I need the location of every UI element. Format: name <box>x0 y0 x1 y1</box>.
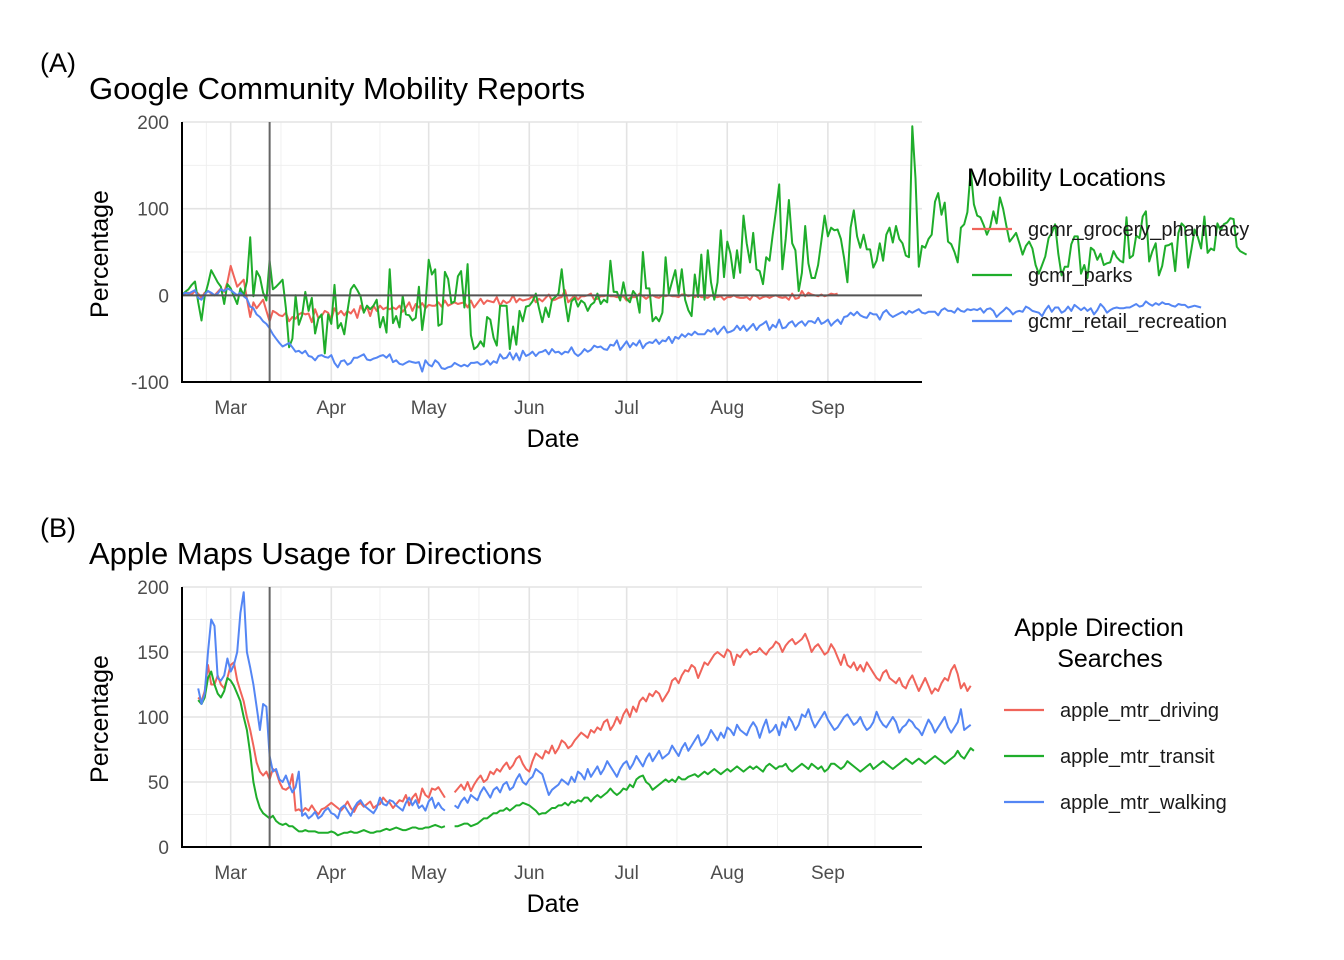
series-line-apple-mtr-transit <box>197 670 975 837</box>
x-tick-label: May <box>411 398 447 419</box>
panel-a-title: Google Community Mobility Reports <box>89 71 585 106</box>
panel-b: (B) Apple Maps Usage for Directions 200 1… <box>40 513 1227 918</box>
panel-a-legend-title: Mobility Locations <box>967 164 1166 192</box>
series-line-apple-mtr-walking <box>197 591 972 820</box>
series-line-apple-mtr-driving <box>197 632 972 816</box>
panel-b-x-tick-labels: Mar Apr May Jun Jul Aug Sep <box>214 863 844 884</box>
y-tick-label: 50 <box>148 773 169 794</box>
y-tick-label: 200 <box>137 578 169 599</box>
x-tick-label: Jun <box>514 863 545 884</box>
panel-b-axes <box>181 587 922 848</box>
y-tick-label: 0 <box>158 838 169 859</box>
legend-label: gcmr_retail_recreation <box>1028 311 1227 333</box>
panel-b-legend-title-line-2: Searches <box>1057 645 1163 673</box>
panel-b-legend: Apple Direction Searches apple_mtr_drivi… <box>1004 614 1227 814</box>
panel-a-x-axis-title: Date <box>527 425 580 453</box>
panel-b-x-axis-title: Date <box>527 890 580 918</box>
y-tick-label: -100 <box>131 373 169 394</box>
panel-a-y-axis-title: Percentage <box>86 190 114 318</box>
x-tick-label: Aug <box>710 863 744 884</box>
legend-label: apple_mtr_walking <box>1060 792 1227 814</box>
legend-label: gcmr_parks <box>1028 265 1132 287</box>
y-tick-label: 100 <box>137 200 169 221</box>
legend-label: apple_mtr_driving <box>1060 700 1219 722</box>
panel-a-x-tick-labels: Mar Apr May Jun Jul Aug Sep <box>214 398 844 419</box>
panel-a-series <box>181 125 1248 373</box>
series-line-gcmr-parks <box>181 125 1248 355</box>
panel-b-tag: (B) <box>40 513 76 543</box>
y-tick-label: 100 <box>137 708 169 729</box>
panel-b-legend-title-line-1: Apple Direction <box>1014 614 1184 642</box>
x-tick-label: May <box>411 863 447 884</box>
panel-b-title: Apple Maps Usage for Directions <box>89 536 542 571</box>
panel-b-y-axis-title: Percentage <box>86 655 114 783</box>
series-line-gcmr-grocery-pharmacy <box>181 264 838 324</box>
legend-label: gcmr_grocery_pharmacy <box>1028 219 1249 241</box>
x-tick-label: Aug <box>710 398 744 419</box>
x-tick-label: Sep <box>811 863 845 884</box>
panel-a-reference-lines <box>182 122 922 382</box>
panel-b-series <box>197 591 975 837</box>
x-tick-label: Apr <box>317 863 347 884</box>
panel-b-y-tick-labels: 200 150 100 50 0 <box>137 578 169 859</box>
panel-a-grid <box>182 121 922 383</box>
panel-a: (A) Google Community Mobility Reports 20… <box>40 48 1249 453</box>
y-tick-label: 0 <box>158 286 169 307</box>
x-tick-label: Mar <box>214 398 247 419</box>
y-tick-label: 150 <box>137 643 169 664</box>
x-tick-label: Jun <box>514 398 545 419</box>
legend-label: apple_mtr_transit <box>1060 746 1215 768</box>
y-tick-label: 200 <box>137 113 169 134</box>
series-line-gcmr-retail-recreation <box>181 287 1202 373</box>
x-tick-label: Jul <box>615 863 639 884</box>
x-tick-label: Jul <box>615 398 639 419</box>
panel-a-axes <box>181 122 922 383</box>
panel-a-y-tick-labels: 200 100 0 -100 <box>131 113 169 394</box>
x-tick-label: Mar <box>214 863 247 884</box>
x-tick-label: Apr <box>317 398 347 419</box>
panel-a-tag: (A) <box>40 48 76 78</box>
x-tick-label: Sep <box>811 398 845 419</box>
panel-a-legend: Mobility Locations gcmr_grocery_pharmacy… <box>967 164 1249 333</box>
